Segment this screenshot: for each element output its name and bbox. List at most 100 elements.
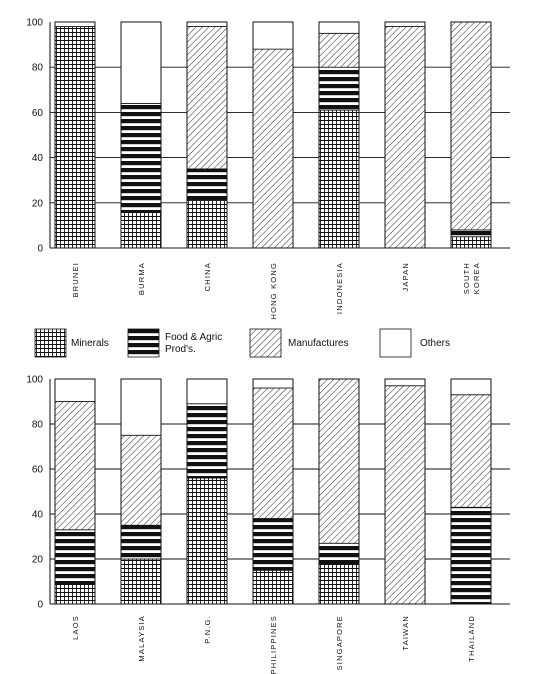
bar-segment-laos-minerals [54,583,96,605]
bar-outline [186,21,228,249]
category-label-singapore: SINGAPORE [335,615,344,670]
y-tick-label: 80 [32,63,44,74]
bar-segment-p-n-g-food [186,403,228,479]
category-label: THAILAND [467,615,476,662]
bar-outline [450,21,492,249]
category-label: BURMA [137,262,146,295]
bar-outline [186,378,228,605]
bar-segment-taiwan-manufactures [384,385,426,605]
bar-outline [120,21,162,249]
category-label: INDONESIA [335,262,344,314]
category-label-china: CHINA [203,262,212,291]
category-label: MALAYSIA [137,615,146,662]
bar-segment-thailand-others [450,378,492,396]
bar-outline [318,378,360,605]
category-label: SOUTH [462,262,471,294]
bar-segment-thailand-manufactures [450,394,492,508]
bar-outline [450,378,492,605]
bar-outline [318,21,360,249]
legend-label-food: Prod's. [165,344,196,355]
bar-segment-hong-kong-others [252,21,294,50]
bar-segment-laos-others [54,378,96,402]
category-label: SINGAPORE [335,615,344,670]
category-label-japan: JAPAN [401,262,410,292]
bar-outline [252,378,294,605]
bar-outline [384,378,426,605]
bar-segment-burma-others [120,21,162,104]
bar-segment-brunei-others [54,21,96,27]
top-panel: 0 20 40 60 80 100 BRUNEI BURMA CHINA HONG KONG IND… [26,18,510,319]
y-tick-label: 80 [32,420,44,431]
y-tick-label: 0 [37,600,43,611]
bar-outline [54,378,96,605]
bar-segment-burma-food [120,102,162,213]
bar-segment-china-manufactures [186,26,228,170]
category-label: TAIWAN [401,615,410,651]
category-label: PHILIPPINES [269,615,278,674]
bar-segment-p-n-g-minerals [186,477,228,605]
bar-segment-indonesia-minerals [318,109,360,249]
bar-segment-taiwan-others [384,378,426,387]
category-label-brunei: BRUNEI [71,262,80,298]
category-label: HONG KONG [269,262,278,319]
y-tick-label: 60 [32,108,44,119]
y-tick-label: 60 [32,465,44,476]
category-label-laos: LAOS [71,615,80,640]
bar-segment-china-food [186,168,228,201]
bar-segment-philippines-manufactures [252,387,294,519]
bar-segment-indonesia-manufactures [318,32,360,68]
legend-label-manufactures: Manufactures [288,338,349,349]
category-label-hong-kong: HONG KONG [269,262,278,319]
category-label-taiwan: TAIWAN [401,615,410,651]
bar-segment-singapore-manufactures [318,378,360,544]
bar-segment-malaysia-minerals [120,558,162,605]
bar-segment-malaysia-manufactures [120,434,162,526]
category-label: BRUNEI [71,262,80,298]
bar-segment-indonesia-others [318,21,360,34]
category-label-burma: BURMA [137,262,146,295]
category-label: P.N.G. [203,615,212,644]
legend-item-minerals: Minerals [34,328,109,358]
y-tick-label: 40 [32,153,44,164]
category-label: KOREA [472,262,481,294]
bar-segment-philippines-minerals [252,569,294,605]
bar-segment-singapore-minerals [318,563,360,605]
bottom-panel: 0 20 40 60 80 100 LAOS MALAYSIA P.N.G. PHILIPPINE… [26,375,510,674]
bar-segment-brunei-minerals [54,26,96,249]
bar-segment-philippines-others [252,378,294,389]
bar-segment-japan-manufactures [384,26,426,249]
y-tick-label: 100 [26,375,43,386]
category-label-south-korea: SOUTH KOREA [462,262,481,294]
category-label-philippines: PHILIPPINES [269,615,278,674]
bar-segment-singapore-food [318,542,360,564]
bar-segment-laos-manufactures [54,401,96,531]
bar-outline [384,21,426,249]
y-tick-label: 20 [32,555,44,566]
bar-segment-indonesia-food [318,66,360,111]
bar-segment-malaysia-others [120,378,162,436]
category-label-thailand: THAILAND [467,615,476,662]
bar-segment-laos-food [54,529,96,585]
legend-item-manufactures: Manufactures [249,328,349,358]
bar-segment-china-others [186,21,228,27]
legend-swatch-food [127,328,160,358]
category-label: JAPAN [401,262,410,292]
bar-outline [54,21,96,249]
bar-segment-burma-minerals [120,211,162,249]
legend-label-food: Food & Agric [165,332,222,343]
legend-swatch-minerals [34,328,67,358]
bar-segment-hong-kong-manufactures [252,48,294,249]
category-label-p-n-g: P.N.G. [203,615,212,644]
category-label: LAOS [71,615,80,640]
bar-segment-south-korea-food [450,229,492,238]
bar-segment-south-korea-manufactures [450,21,492,231]
bar-segment-south-korea-minerals [450,236,492,249]
legend-swatch-others [379,328,412,358]
bar-segment-p-n-g-others [186,378,228,405]
y-tick-label: 100 [26,18,43,29]
y-tick-label: 0 [37,244,43,255]
legend-item-others: Others [379,328,450,358]
